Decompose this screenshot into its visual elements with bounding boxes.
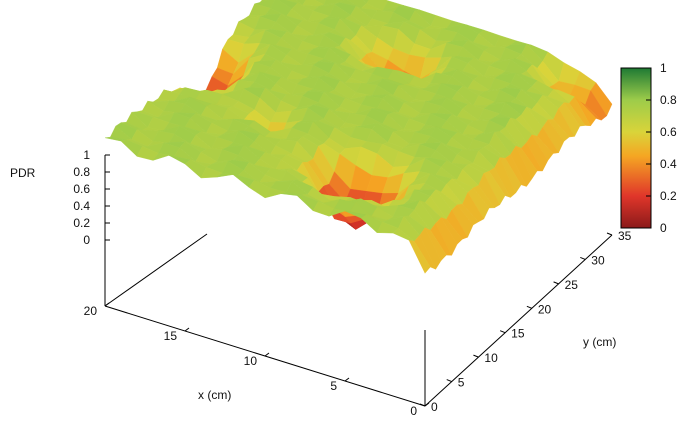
z-tick-label: 0.8: [73, 165, 90, 179]
y-tick-label: 20: [538, 302, 552, 316]
colorbar-ticks: 0 0.2 0.4 0.6 0.8 1: [646, 61, 677, 235]
colorbar-tick-label: 0: [660, 221, 667, 235]
x-tick: [424, 402, 430, 407]
base-back-left-edge: [104, 233, 208, 307]
y-tick-label: 0: [431, 400, 438, 414]
z-tick-label: 0: [83, 233, 90, 247]
z-tick-label: 0.4: [73, 199, 90, 213]
colorbar-rect: [620, 67, 652, 229]
z-tick-label: 1: [83, 148, 90, 162]
colorbar-tick-label: 0.6: [660, 125, 677, 139]
x-tick-label: 20: [84, 304, 98, 318]
surface-plot: [104, 0, 613, 274]
z-tick-label: 0.2: [73, 216, 90, 230]
y-tick-label: 10: [484, 351, 498, 365]
x-tick: [344, 377, 350, 382]
z-axis-title: PDR: [10, 166, 36, 180]
colorbar-tick-label: 0.4: [660, 157, 677, 171]
y-tick-label: 5: [458, 376, 465, 390]
colorbar-tick-label: 1: [660, 61, 667, 75]
surface-facet: [362, 0, 370, 4]
y-tick: [499, 330, 506, 334]
y-tick: [553, 281, 559, 285]
x-tick: [104, 302, 110, 307]
y-tick-label: 25: [565, 278, 579, 292]
surface-facet: [295, 0, 307, 6]
x-tick-label: 5: [330, 379, 337, 393]
y-tick: [419, 403, 426, 407]
colorbar-tick-label: 0.2: [660, 189, 677, 203]
x-tick-label: 0: [410, 404, 417, 418]
x-axis-title: x (cm): [198, 388, 231, 402]
y-tick-label: 35: [618, 229, 632, 243]
y-tick: [606, 232, 613, 236]
y-tick: [526, 305, 533, 309]
y-axis-title: y (cm): [583, 335, 616, 349]
y-tick: [446, 379, 452, 383]
colorbar-tick-label: 0.8: [660, 93, 677, 107]
colorbar: [620, 67, 652, 229]
y-axis-line: [424, 234, 613, 407]
x-tick-label: 15: [164, 329, 178, 343]
surface-facet: [408, 240, 431, 274]
y-tick: [473, 354, 479, 358]
x-tick: [264, 352, 270, 357]
y-tick-label: 15: [511, 327, 525, 341]
x-tick-label: 10: [244, 354, 258, 368]
surface-facet: [314, 0, 327, 5]
tick-group: 0 5 10 15 20 0 5 10 15 20 25 30 35 0 0.2 0.4 0.6 0.8 1: [73, 148, 631, 418]
x-tick: [184, 327, 190, 332]
y-tick-label: 30: [591, 253, 605, 267]
z-tick-label: 0.6: [73, 182, 90, 196]
y-tick: [580, 256, 586, 260]
